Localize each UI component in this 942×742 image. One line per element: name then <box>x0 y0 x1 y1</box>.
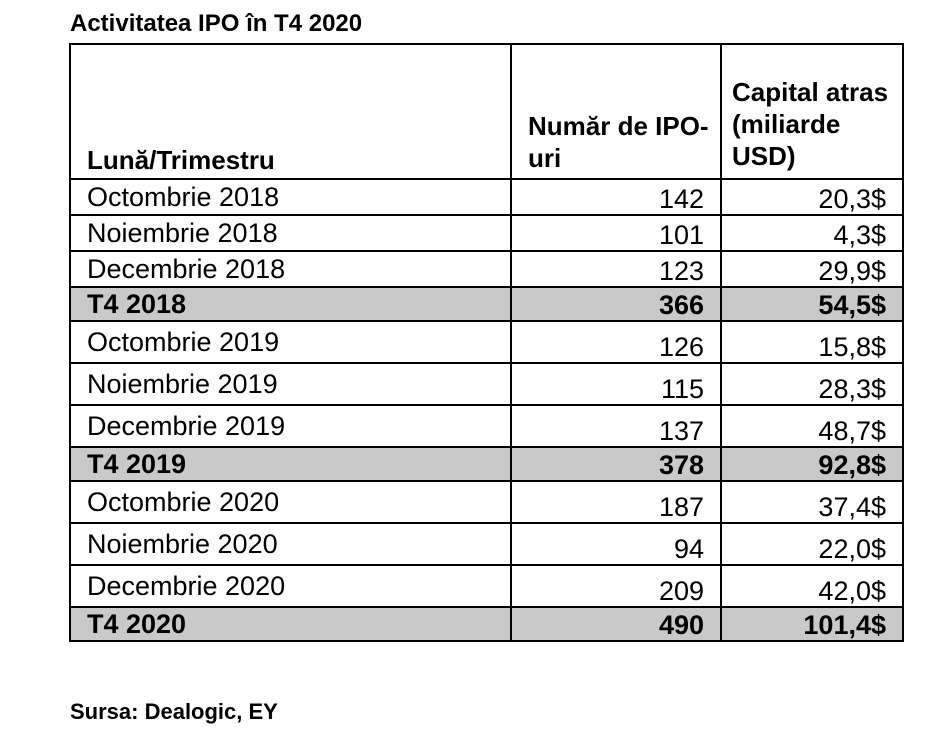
cell-capital: 48,7$ <box>720 404 904 448</box>
cell-period: Decembrie 2018 <box>69 250 512 288</box>
cell-period: Octombrie 2018 <box>69 178 512 216</box>
table-row: Octombrie 2019 126 15,8$ <box>69 320 904 364</box>
cell-ipo-count: 101 <box>510 214 722 252</box>
cell-period: Noiembrie 2020 <box>69 522 512 566</box>
cell-ipo-count: 126 <box>510 320 722 364</box>
cell-period: Octombrie 2020 <box>69 480 512 524</box>
table-row-quarter-total: T4 2020 490 101,4$ <box>69 606 904 642</box>
cell-capital: 42,0$ <box>720 564 904 608</box>
cell-capital: 37,4$ <box>720 480 904 524</box>
cell-ipo-count: 123 <box>510 250 722 288</box>
table-header-row: Lună/Trimestru Număr de IPO-uri Capital … <box>69 43 904 180</box>
cell-period: Noiembrie 2018 <box>69 214 512 252</box>
cell-period: T4 2019 <box>69 446 512 482</box>
table-row: Noiembrie 2019 115 28,3$ <box>69 362 904 406</box>
header-capital-text: Capital atras (miliarde USD) <box>732 77 889 171</box>
table-row: Decembrie 2018 123 29,9$ <box>69 250 904 288</box>
cell-period: Decembrie 2020 <box>69 564 512 608</box>
table-row: Noiembrie 2018 101 4,3$ <box>69 214 904 252</box>
source-note: Sursa: Dealogic, EY <box>70 699 278 724</box>
cell-period: Noiembrie 2019 <box>69 362 512 406</box>
header-period: Lună/Trimestru <box>69 43 512 180</box>
cell-ipo-count: 209 <box>510 564 722 608</box>
cell-period: T4 2018 <box>69 286 512 322</box>
cell-capital: 20,3$ <box>720 178 904 216</box>
cell-ipo-count: 490 <box>510 606 722 642</box>
cell-ipo-count: 137 <box>510 404 722 448</box>
table-row: Octombrie 2018 142 20,3$ <box>69 178 904 216</box>
cell-capital: 101,4$ <box>720 606 904 642</box>
ipo-activity-table: Lună/Trimestru Număr de IPO-uri Capital … <box>69 43 904 642</box>
table-row-quarter-total: T4 2019 378 92,8$ <box>69 446 904 482</box>
table-title: Activitatea IPO în T4 2020 <box>70 10 363 37</box>
cell-capital: 54,5$ <box>720 286 904 322</box>
table-row: Decembrie 2019 137 48,7$ <box>69 404 904 448</box>
cell-capital: 92,8$ <box>720 446 904 482</box>
cell-capital: 4,3$ <box>720 214 904 252</box>
header-period-text: Lună/Trimestru <box>87 145 275 175</box>
table-row: Noiembrie 2020 94 22,0$ <box>69 522 904 566</box>
cell-capital: 29,9$ <box>720 250 904 288</box>
cell-capital: 22,0$ <box>720 522 904 566</box>
cell-period: Decembrie 2019 <box>69 404 512 448</box>
header-capital: Capital atras (miliarde USD) <box>720 43 904 180</box>
table-body: Octombrie 2018 142 20,3$ Noiembrie 2018 101 4… <box>69 178 904 642</box>
cell-ipo-count: 187 <box>510 480 722 524</box>
cell-period: Octombrie 2019 <box>69 320 512 364</box>
cell-ipo-count: 142 <box>510 178 722 216</box>
cell-period: T4 2020 <box>69 606 512 642</box>
cell-ipo-count: 94 <box>510 522 722 566</box>
cell-ipo-count: 115 <box>510 362 722 406</box>
table-row: Octombrie 2020 187 37,4$ <box>69 480 904 524</box>
header-ipo-count: Număr de IPO-uri <box>510 43 722 180</box>
cell-capital: 28,3$ <box>720 362 904 406</box>
table-row: Decembrie 2020 209 42,0$ <box>69 564 904 608</box>
cell-capital: 15,8$ <box>720 320 904 364</box>
cell-ipo-count: 378 <box>510 446 722 482</box>
cell-ipo-count: 366 <box>510 286 722 322</box>
header-ipo-count-text: Număr de IPO-uri <box>528 111 709 173</box>
table-row-quarter-total: T4 2018 366 54,5$ <box>69 286 904 322</box>
